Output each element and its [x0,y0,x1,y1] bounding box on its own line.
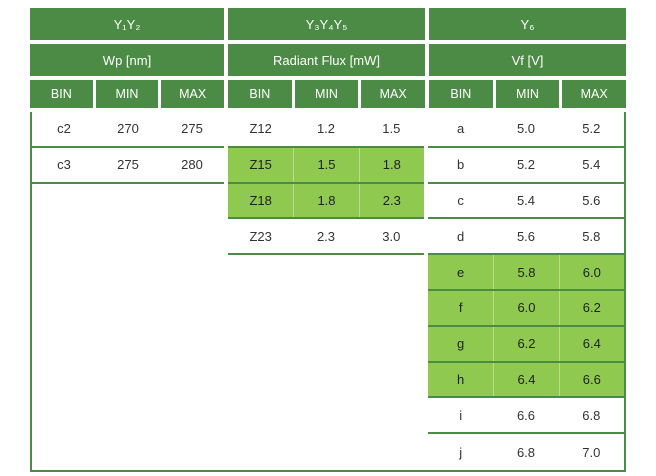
cell-max: 5.4 [582,157,601,173]
col-header-min: MIN [495,80,560,108]
cell-bin: c3 [57,157,71,173]
table-row-highlighted: f 6.0 6.2 [428,290,624,327]
cell-max: 5.8 [582,228,601,244]
cell-bin: c [457,192,464,208]
table-row: j 6.8 7.0 [428,434,624,470]
column-headers-flux: BIN MIN MAX [228,80,425,108]
table-row-highlighted: e 5.8 6.0 [428,255,624,291]
cell-bin: f [458,300,463,316]
table-row-highlighted: g 6.2 6.4 [428,326,624,363]
cell-bin: a [457,121,465,137]
cell-bin: h [457,371,465,387]
cell-bin: Z15 [249,157,272,173]
col-header-bin: BIN [228,80,292,108]
flux-column: Z12 1.2 1.5 Z15 1.5 1.8 Z18 1.8 2.3 Z23 … [228,112,424,470]
cell-min: 275 [117,157,139,173]
cell-min: 270 [117,121,139,137]
col-header-min: MIN [294,80,359,108]
cell-max: 6.0 [558,255,624,289]
col-header-bin: BIN [30,80,93,108]
table-row: c3 275 280 [32,148,224,184]
cell-min: 5.6 [516,228,536,244]
cell-max: 7.0 [582,444,601,460]
column-header-row: BIN MIN MAX BIN MIN MAX BIN MIN MAX [30,80,626,108]
cell-max: 5.6 [582,192,601,208]
cell-min: 5.0 [516,121,536,137]
cell-min: 6.6 [516,407,536,423]
cell-bin: c2 [57,121,71,137]
cell-max: 3.0 [382,228,401,244]
cell-max: 6.6 [558,362,624,397]
cell-bin: Z12 [249,121,272,137]
cell-min: 5.4 [516,192,536,208]
cell-max: 280 [181,157,203,173]
cell-bin: e [457,264,465,280]
col-header-max: MAX [562,80,626,108]
table-row: a 5.0 5.2 [428,112,624,148]
table-row-highlighted: Z18 1.8 2.3 [228,183,424,220]
table-row: i 6.6 6.8 [428,398,624,435]
column-headers-wp: BIN MIN MAX [30,80,224,108]
table-row-highlighted: Z15 1.5 1.8 [228,147,424,184]
cell-max: 6.4 [558,326,624,361]
cell-min: 2.3 [316,228,336,244]
table-row: c 5.4 5.6 [428,184,624,220]
table-row: Z23 2.3 3.0 [228,219,424,256]
bin-table: Y₁Y₂ Y₃Y₄Y₅ Y₆ Wp [nm] Radiant Flux [mW]… [30,8,626,472]
group-unit-flux: Radiant Flux [mW] [228,44,425,76]
column-headers-vf: BIN MIN MAX [429,80,626,108]
table-row: c2 270 275 [32,112,224,148]
group-title-row: Y₁Y₂ Y₃Y₄Y₅ Y₆ [30,8,626,40]
cell-bin: Z23 [249,228,272,244]
cell-min: 6.8 [516,444,536,460]
cell-max: 5.2 [582,121,601,137]
group-unit-wp: Wp [nm] [30,44,224,76]
table-row: Z12 1.2 1.5 [228,112,424,148]
table-row-highlighted: h 6.4 6.6 [428,362,624,399]
cell-min: 6.2 [493,326,558,361]
cell-bin: b [457,157,465,173]
cell-min: 5.2 [516,157,536,173]
cell-max: 2.3 [358,183,424,218]
vf-column: a 5.0 5.2 b 5.2 5.4 c 5.4 5.6 d 5.6 [428,112,624,470]
col-header-max: MAX [361,80,425,108]
table-row: d 5.6 5.8 [428,219,624,256]
cell-bin: g [457,336,465,352]
table-body: c2 270 275 c3 275 280 Z12 1.2 1.5 [30,112,626,472]
cell-min: 1.8 [293,183,358,218]
cell-max: 6.2 [558,290,624,325]
group-title-flux: Y₃Y₄Y₅ [228,8,425,40]
cell-min: 6.0 [493,290,558,325]
col-header-max: MAX [161,80,224,108]
group-title-wp: Y₁Y₂ [30,8,224,40]
wp-column: c2 270 275 c3 275 280 [32,112,224,470]
cell-max: 1.8 [358,147,424,182]
cell-bin: j [459,444,463,460]
table-row: b 5.2 5.4 [428,148,624,184]
group-title-vf: Y₆ [429,8,626,40]
col-header-min: MIN [95,80,159,108]
cell-bin: d [457,228,465,244]
cell-bin: Z18 [249,192,272,208]
group-unit-row: Wp [nm] Radiant Flux [mW] Vf [V] [30,44,626,76]
cell-bin: i [459,407,463,423]
cell-min: 5.8 [493,255,558,289]
cell-min: 6.4 [493,362,558,397]
col-header-bin: BIN [429,80,493,108]
cell-max: 275 [181,121,203,137]
group-unit-vf: Vf [V] [429,44,626,76]
cell-max: 1.5 [382,121,401,137]
cell-min: 1.5 [293,147,358,182]
cell-min: 1.2 [316,121,336,137]
cell-max: 6.8 [582,407,601,423]
